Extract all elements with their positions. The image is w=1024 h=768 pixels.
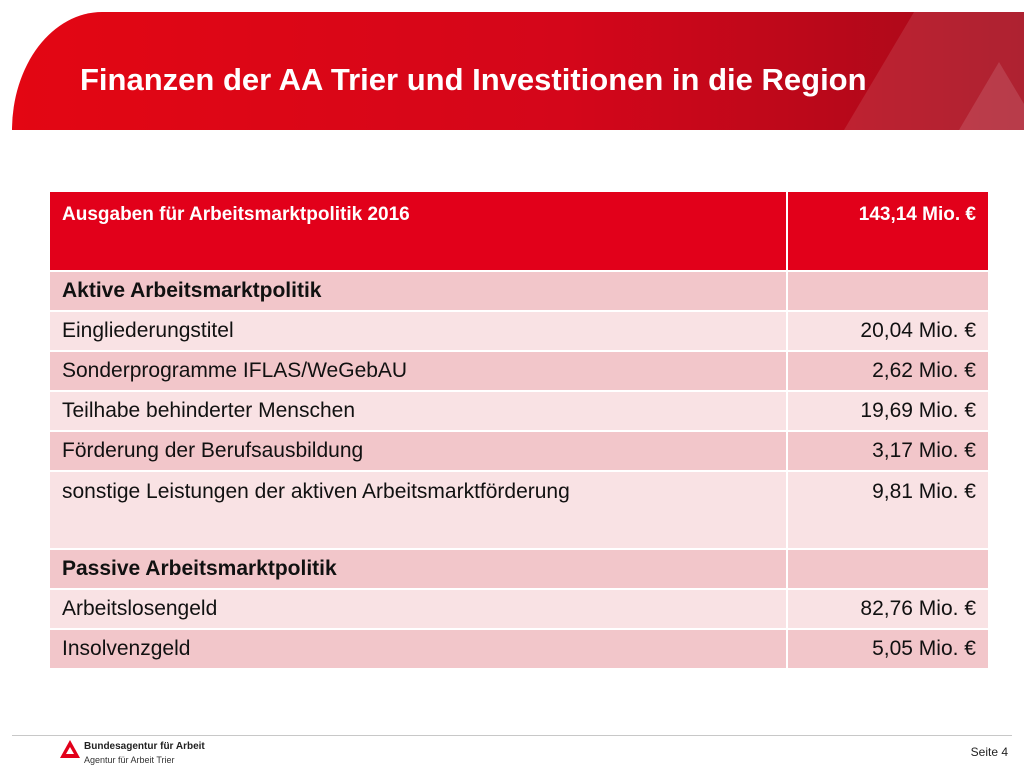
org-subtitle: Agentur für Arbeit Trier bbox=[84, 755, 175, 765]
table-row: sonstige Leistungen der aktiven Arbeitsm… bbox=[48, 470, 990, 550]
table-row: Förderung der Berufsausbildung 3,17 Mio.… bbox=[48, 430, 990, 472]
table-row: Eingliederungstitel 20,04 Mio. € bbox=[48, 310, 990, 352]
row-label: sonstige Leistungen der aktiven Arbeitsm… bbox=[48, 470, 788, 550]
table-row: Sonderprogramme IFLAS/WeGebAU 2,62 Mio. … bbox=[48, 350, 990, 392]
section-row-active: Aktive Arbeitsmarktpolitik bbox=[48, 270, 990, 312]
table-row: Teilhabe behinderter Menschen 19,69 Mio.… bbox=[48, 390, 990, 432]
row-label: Insolvenzgeld bbox=[48, 628, 788, 670]
header-label: Ausgaben für Arbeitsmarktpolitik 2016 bbox=[48, 190, 788, 272]
org-name: Bundesagentur für Arbeit bbox=[84, 741, 205, 752]
table-header-row: Ausgaben für Arbeitsmarktpolitik 2016 14… bbox=[48, 190, 990, 272]
row-value: 9,81 Mio. € bbox=[786, 470, 990, 550]
row-label: Förderung der Berufsausbildung bbox=[48, 430, 788, 472]
header-value: 143,14 Mio. € bbox=[786, 190, 990, 272]
page-title: Finanzen der AA Trier und Investitionen … bbox=[80, 62, 867, 97]
row-value: 82,76 Mio. € bbox=[786, 588, 990, 630]
table-row: Arbeitslosengeld 82,76 Mio. € bbox=[48, 588, 990, 630]
section-label-active: Aktive Arbeitsmarktpolitik bbox=[48, 270, 788, 312]
budget-table: Ausgaben für Arbeitsmarktpolitik 2016 14… bbox=[48, 190, 990, 670]
row-label: Arbeitslosengeld bbox=[48, 588, 788, 630]
row-value: 20,04 Mio. € bbox=[786, 310, 990, 352]
agency-logo-icon bbox=[60, 740, 80, 758]
section-row-passive: Passive Arbeitsmarktpolitik bbox=[48, 548, 990, 590]
page-number: Seite 4 bbox=[970, 745, 1008, 759]
table-row: Insolvenzgeld 5,05 Mio. € bbox=[48, 628, 990, 670]
agency-logo-watermark-icon bbox=[844, 12, 1024, 130]
footer-divider bbox=[12, 735, 1012, 736]
section-label-passive: Passive Arbeitsmarktpolitik bbox=[48, 548, 788, 590]
row-label: Teilhabe behinderter Menschen bbox=[48, 390, 788, 432]
section-value-passive bbox=[786, 548, 990, 590]
row-label: Sonderprogramme IFLAS/WeGebAU bbox=[48, 350, 788, 392]
row-value: 3,17 Mio. € bbox=[786, 430, 990, 472]
row-value: 19,69 Mio. € bbox=[786, 390, 990, 432]
section-value-active bbox=[786, 270, 990, 312]
row-value: 5,05 Mio. € bbox=[786, 628, 990, 670]
row-label: Eingliederungstitel bbox=[48, 310, 788, 352]
row-value: 2,62 Mio. € bbox=[786, 350, 990, 392]
header-banner: Finanzen der AA Trier und Investitionen … bbox=[12, 12, 1024, 130]
